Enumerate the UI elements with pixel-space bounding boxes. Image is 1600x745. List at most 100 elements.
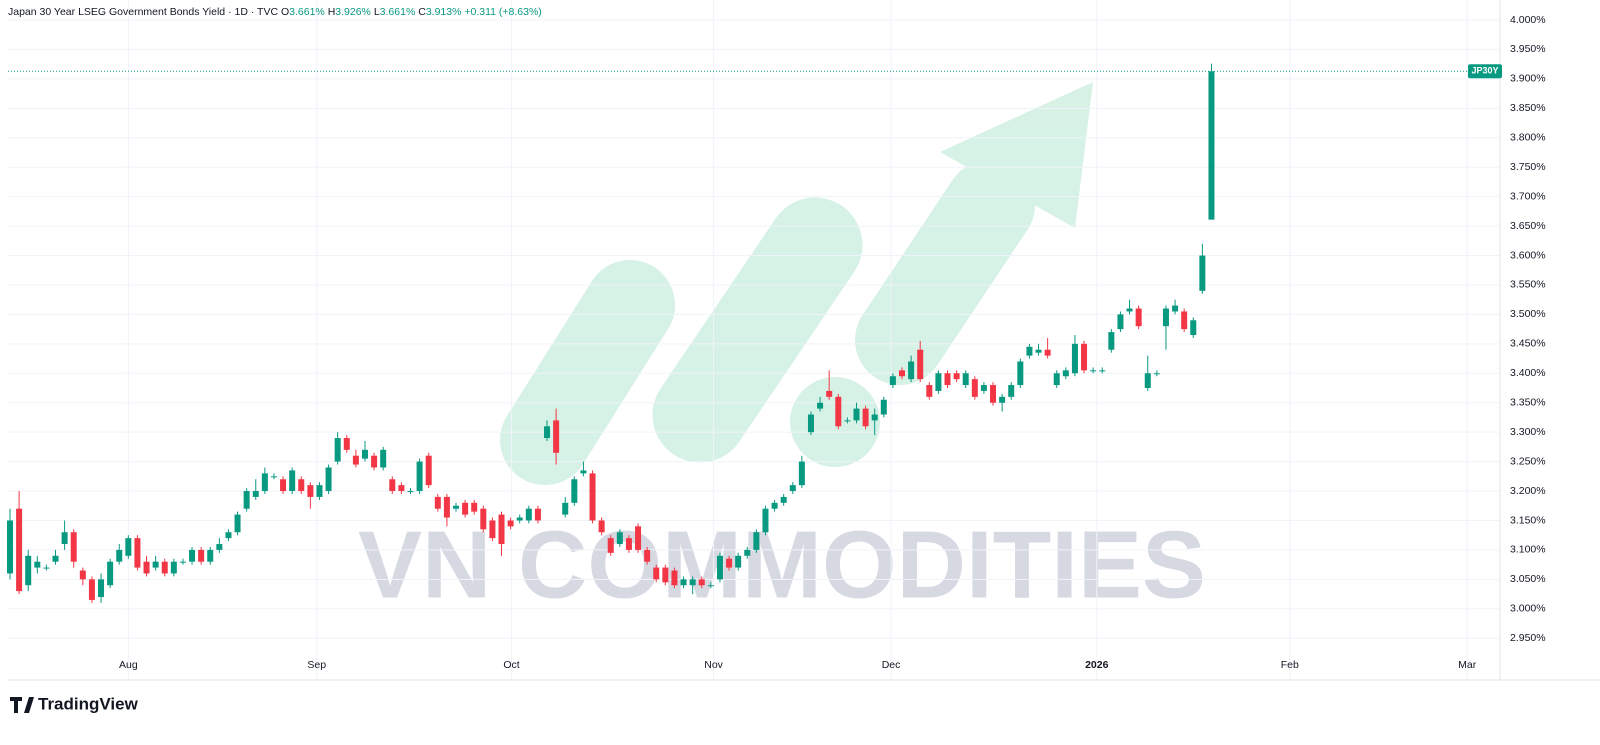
candle-body: [753, 532, 760, 550]
candle-body: [935, 373, 942, 391]
candle-body: [1181, 311, 1188, 330]
candle-body: [826, 390, 833, 397]
candle-body: [43, 567, 50, 569]
candle-body: [580, 470, 587, 474]
candle-body: [462, 502, 469, 515]
y-tick-label: 3.050%: [1510, 573, 1546, 585]
candle-body: [589, 473, 596, 521]
branding: TradingView: [38, 694, 139, 713]
candle-body: [170, 561, 177, 574]
header-value: 3.661%: [380, 6, 416, 18]
candle-body: [780, 496, 787, 503]
candle-body: [325, 467, 332, 492]
candle-body: [844, 420, 851, 422]
candle-body: [389, 479, 396, 492]
candle-body: [16, 508, 23, 592]
candle-body: [179, 561, 186, 563]
candle-body: [817, 402, 824, 409]
candle-body: [125, 538, 132, 556]
candle-body: [744, 549, 751, 556]
candle-body: [407, 491, 414, 493]
candle-body: [1044, 349, 1051, 356]
candle-body: [107, 561, 114, 586]
header-change: +0.311 (+8.63%): [464, 6, 541, 18]
logo: TradingView: [10, 694, 139, 713]
y-tick-label: 3.800%: [1510, 132, 1546, 144]
candle-body: [1190, 320, 1197, 336]
candle-body: [189, 549, 196, 562]
candle-body: [252, 491, 259, 497]
candle-body: [1062, 370, 1069, 377]
candle-body: [316, 485, 323, 497]
candle-body: [662, 567, 669, 583]
candle-body: [1135, 308, 1142, 327]
header-label: H: [328, 6, 336, 18]
candle-body: [334, 438, 341, 462]
candle-body: [480, 508, 487, 530]
candle-body: [598, 520, 605, 533]
y-tick-label: 3.850%: [1510, 102, 1546, 114]
candle-body: [243, 491, 250, 509]
candle-body: [917, 349, 924, 380]
candle-body: [944, 373, 951, 386]
candle-body: [653, 567, 660, 580]
x-tick-label: Oct: [503, 659, 519, 671]
candle-body: [225, 532, 232, 539]
candle-body: [953, 373, 960, 380]
candle-body: [671, 570, 678, 586]
candle-body: [716, 555, 723, 580]
header-label: O: [281, 6, 289, 18]
candle-body: [434, 496, 441, 509]
candle-body: [525, 508, 532, 521]
candle-body: [807, 414, 814, 433]
candle-body: [1026, 346, 1033, 356]
grid: [8, 0, 1500, 680]
candle-body: [307, 485, 314, 497]
header-label: C: [418, 6, 426, 18]
candle-body: [216, 544, 223, 550]
candle-body: [34, 561, 41, 568]
candle-body: [52, 555, 59, 562]
candle-body: [707, 585, 714, 587]
candle-body: [298, 479, 305, 492]
candle-body: [571, 479, 578, 503]
candle-body: [1108, 332, 1115, 350]
x-tick-label: Aug: [119, 659, 138, 671]
candle-body: [7, 520, 14, 574]
candle-body: [616, 532, 623, 545]
symbol-label: JP30Y: [1471, 66, 1498, 76]
candle-body: [880, 399, 887, 415]
y-tick-label: 3.550%: [1510, 279, 1546, 291]
candle-body: [625, 538, 632, 550]
y-tick-label: 3.000%: [1510, 603, 1546, 615]
candle-body: [1153, 373, 1160, 375]
candle-body: [134, 538, 141, 568]
candle-body: [98, 579, 105, 598]
candle-body: [489, 520, 496, 539]
y-tick-label: 3.150%: [1510, 514, 1546, 526]
candle-body: [152, 561, 159, 568]
candle-body: [999, 396, 1006, 403]
candle-body: [1008, 385, 1015, 397]
candle-body: [380, 449, 387, 468]
candle-body: [1099, 370, 1106, 372]
candle-body: [926, 385, 933, 397]
header-value: 3.926%: [335, 6, 371, 18]
candle-body: [416, 461, 423, 492]
candle-body: [88, 579, 95, 600]
y-tick-label: 3.400%: [1510, 367, 1546, 379]
candle-body: [735, 555, 742, 568]
candle-body: [635, 526, 642, 550]
candle-body: [61, 532, 68, 545]
x-tick-label: Feb: [1281, 659, 1299, 671]
candle-body: [644, 549, 651, 562]
candle-body: [835, 396, 842, 427]
candle-body: [198, 549, 205, 562]
candle-body: [1199, 255, 1206, 291]
y-tick-label: 3.500%: [1510, 308, 1546, 320]
y-tick-label: 4.000%: [1510, 14, 1546, 26]
candle-body: [1090, 370, 1097, 372]
header-value: 3.661%: [289, 6, 325, 18]
header-value: 3.913%: [426, 6, 462, 18]
candle-body: [270, 476, 277, 478]
